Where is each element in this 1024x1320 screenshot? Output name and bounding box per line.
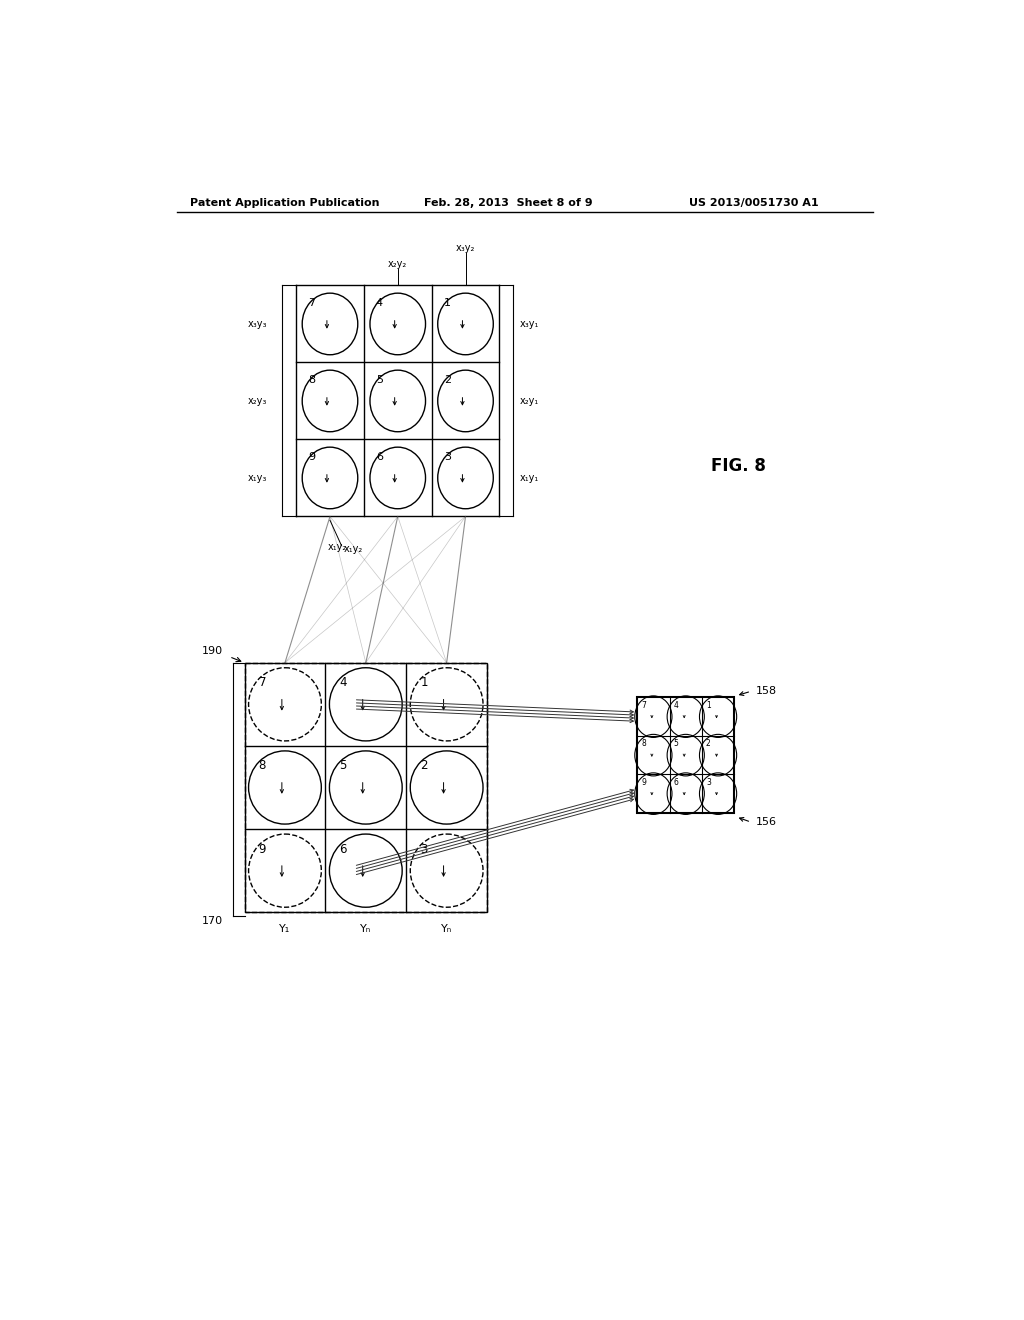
Bar <box>637 697 734 813</box>
Text: x₁y₂: x₁y₂ <box>328 543 347 552</box>
Text: 156: 156 <box>756 817 777 828</box>
Text: Patent Application Publication: Patent Application Publication <box>189 198 379 209</box>
Text: 2: 2 <box>706 739 711 748</box>
Text: 3: 3 <box>706 777 711 787</box>
Text: Yₙ: Yₙ <box>360 924 372 935</box>
Text: 4: 4 <box>674 701 679 710</box>
Text: x₃y₂: x₃y₂ <box>456 243 475 253</box>
Text: x₂y₁: x₂y₁ <box>519 396 539 407</box>
Text: 190: 190 <box>202 647 223 656</box>
Text: 7: 7 <box>308 298 315 308</box>
Text: Feb. 28, 2013  Sheet 8 of 9: Feb. 28, 2013 Sheet 8 of 9 <box>424 198 592 209</box>
Text: 6: 6 <box>674 777 679 787</box>
Text: US 2013/0051730 A1: US 2013/0051730 A1 <box>689 198 819 209</box>
Text: 3: 3 <box>420 842 428 855</box>
Text: 7: 7 <box>258 676 266 689</box>
Text: FIG. 8: FIG. 8 <box>712 458 766 475</box>
Text: 8: 8 <box>308 375 315 385</box>
Text: 4: 4 <box>376 298 383 308</box>
Text: 9: 9 <box>258 842 266 855</box>
Text: 1: 1 <box>706 701 711 710</box>
Text: 6: 6 <box>339 842 347 855</box>
Bar <box>245 663 487 912</box>
Text: x₁y₁: x₁y₁ <box>519 473 539 483</box>
Text: 4: 4 <box>339 676 347 689</box>
Text: x₃y₁: x₃y₁ <box>519 319 539 329</box>
Text: 8: 8 <box>259 759 266 772</box>
Text: x₁y₂: x₁y₂ <box>343 544 362 554</box>
Text: Yₙ: Yₙ <box>441 924 453 935</box>
Text: 8: 8 <box>641 739 646 748</box>
Bar <box>245 663 487 912</box>
Text: 9: 9 <box>308 453 315 462</box>
Text: 5: 5 <box>674 739 679 748</box>
Text: 1: 1 <box>420 676 428 689</box>
Text: x₃y₃: x₃y₃ <box>248 319 267 329</box>
Text: 9: 9 <box>641 777 646 787</box>
Text: 158: 158 <box>756 686 777 696</box>
Text: 1: 1 <box>443 298 451 308</box>
Text: 6: 6 <box>376 453 383 462</box>
Text: x₁y₃: x₁y₃ <box>248 473 267 483</box>
Text: x₂y₂: x₂y₂ <box>388 259 408 269</box>
Text: Y₁: Y₁ <box>280 924 291 935</box>
Text: 2: 2 <box>443 375 451 385</box>
Text: 7: 7 <box>641 701 646 710</box>
Text: x₂y₃: x₂y₃ <box>248 396 267 407</box>
Text: 2: 2 <box>420 759 428 772</box>
Text: 170: 170 <box>202 916 223 927</box>
Text: 3: 3 <box>443 453 451 462</box>
Text: 5: 5 <box>376 375 383 385</box>
Text: 5: 5 <box>340 759 347 772</box>
